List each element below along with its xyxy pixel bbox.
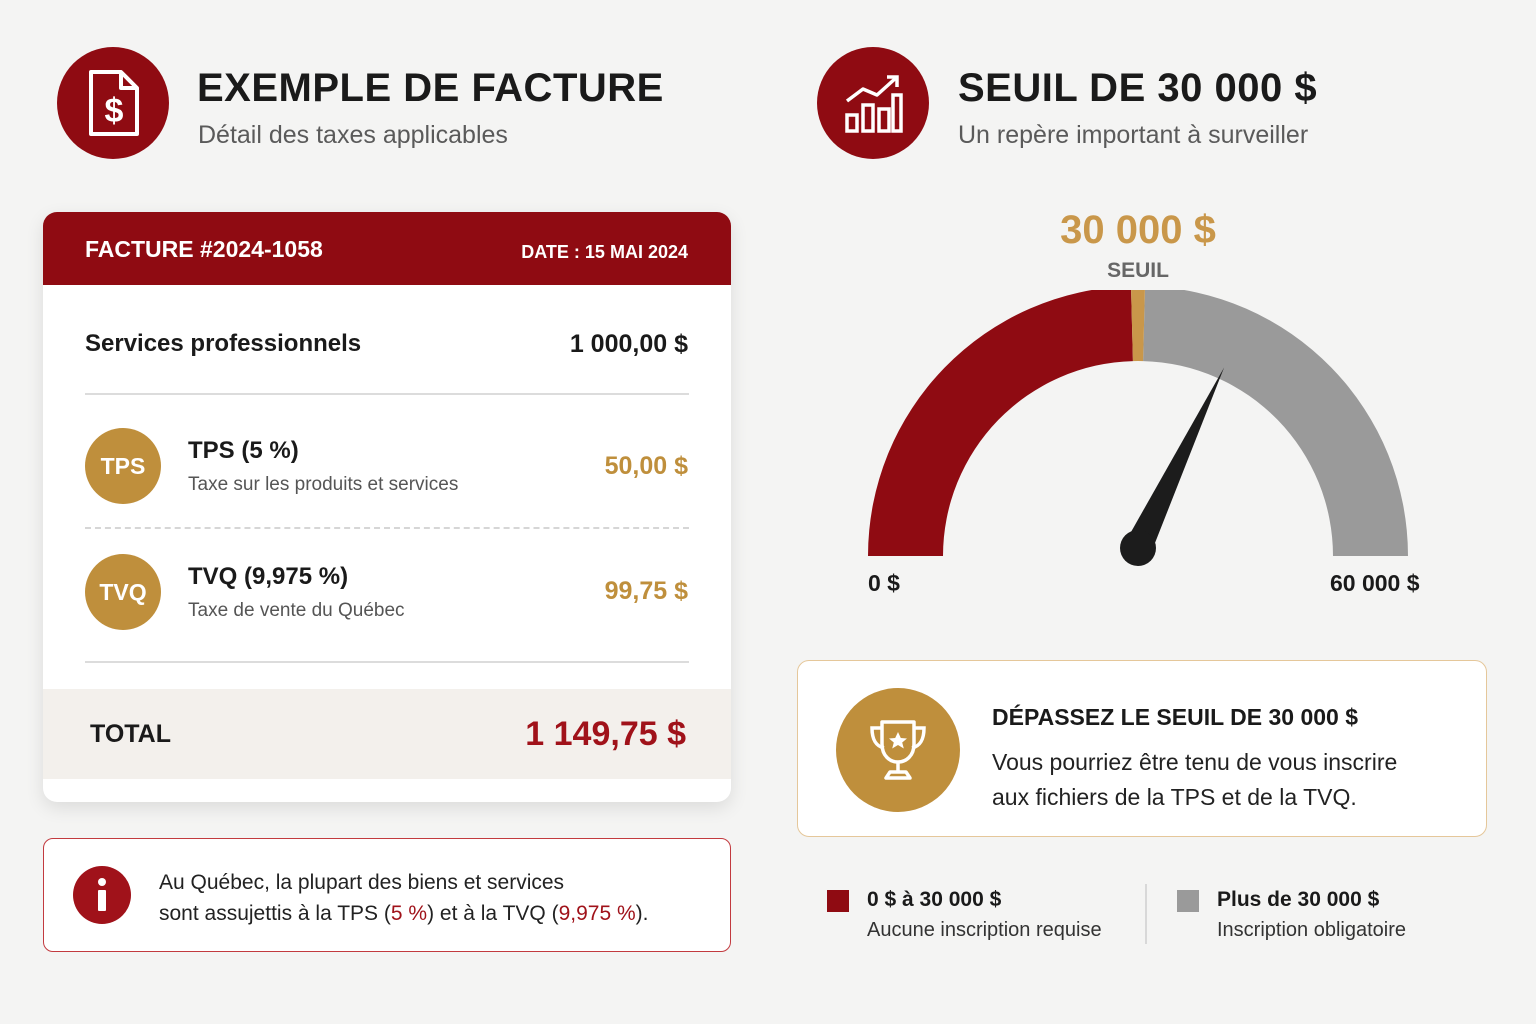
gauge-threshold-label: SEUIL xyxy=(1107,259,1169,282)
total-band: TOTAL 1 149,75 $ xyxy=(43,689,731,779)
info-note: Au Québec, la plupart des biens et servi… xyxy=(43,838,731,952)
gauge-arc-above-threshold xyxy=(1143,290,1408,556)
gauge-needle xyxy=(1125,367,1225,555)
svg-text:$: $ xyxy=(105,92,124,130)
invoice-section-subtitle: Détail des taxes applicables xyxy=(198,121,508,149)
info-text-segment: sont assujettis à la TPS ( xyxy=(159,902,391,925)
tvq-badge: TVQ xyxy=(85,554,161,630)
legend-below-desc: Aucune inscription requise xyxy=(867,919,1102,941)
trophy-icon xyxy=(836,688,960,812)
tvq-description: Taxe de vente du Québec xyxy=(188,600,405,621)
gauge-max-label: 60 000 $ xyxy=(1330,570,1420,596)
invoice-card: FACTURE #2024-1058 DATE : 15 MAI 2024 Se… xyxy=(43,212,731,802)
invoice-card-header: FACTURE #2024-1058 DATE : 15 MAI 2024 xyxy=(43,212,731,285)
tvq-rate-highlight: 9,975 % xyxy=(558,902,636,925)
info-text-segment: ) et à la TVQ ( xyxy=(427,902,559,925)
service-amount: 1 000,00 $ xyxy=(569,330,688,358)
threshold-callout: DÉPASSEZ LE SEUIL DE 30 000 $ Vous pourr… xyxy=(797,660,1487,837)
info-line-2: sont assujettis à la TPS (5 %) et à la T… xyxy=(159,898,648,929)
legend-below-title: 0 $ à 30 000 $ xyxy=(867,888,1002,911)
callout-line-1: Vous pourriez être tenu de vous inscrire xyxy=(992,749,1398,775)
info-line-1: Au Québec, la plupart des biens et servi… xyxy=(159,871,565,894)
threshold-section-subtitle: Un repère important à surveiller xyxy=(958,121,1309,149)
total-amount: 1 149,75 $ xyxy=(525,715,686,753)
invoice-section-icon-circle: $ xyxy=(57,47,169,159)
dashed-divider xyxy=(85,527,689,529)
tps-description: Taxe sur les produits et services xyxy=(188,474,459,495)
callout-text: Vous pourriez être tenu de vous inscrire… xyxy=(992,745,1397,815)
gauge-threshold-value: 30 000 $ xyxy=(1060,208,1216,252)
tvq-title: TVQ (9,975 %) xyxy=(188,563,349,590)
tvq-amount: 99,75 $ xyxy=(604,577,688,605)
callout-title: DÉPASSEZ LE SEUIL DE 30 000 $ xyxy=(992,704,1359,730)
invoice-number: FACTURE #2024-1058 xyxy=(85,236,323,262)
threshold-section-icon-circle xyxy=(817,47,929,159)
gauge-min-label: 0 $ xyxy=(868,570,900,596)
service-label: Services professionnels xyxy=(85,330,362,357)
legend-swatch-above xyxy=(1177,890,1199,912)
gauge-needle-hub xyxy=(1120,530,1156,566)
legend-divider xyxy=(1145,884,1147,944)
tps-title: TPS (5 %) xyxy=(188,437,299,464)
legend-above-title: Plus de 30 000 $ xyxy=(1217,888,1380,911)
gauge-threshold-marker xyxy=(1131,290,1145,362)
threshold-section-title: SEUIL DE 30 000 $ xyxy=(958,66,1318,110)
divider xyxy=(85,393,689,395)
info-text-segment: ). xyxy=(635,902,649,925)
tps-rate-highlight: 5 % xyxy=(390,902,428,925)
threshold-gauge xyxy=(868,290,1408,566)
divider xyxy=(85,661,689,663)
info-text: Au Québec, la plupart des biens et servi… xyxy=(159,867,648,929)
invoice-date: DATE : 15 MAI 2024 xyxy=(521,242,688,262)
legend-swatch-below xyxy=(827,890,849,912)
callout-line-2: aux fichiers de la TPS et de la TVQ. xyxy=(992,784,1357,810)
tps-badge: TPS xyxy=(85,428,161,504)
total-label: TOTAL xyxy=(90,720,172,748)
info-icon xyxy=(73,866,131,924)
invoice-dollar-icon: $ xyxy=(89,70,139,136)
growth-chart-icon xyxy=(845,75,903,133)
gauge-arc-below-threshold xyxy=(868,290,1133,556)
legend-above-desc: Inscription obligatoire xyxy=(1217,919,1406,941)
invoice-section-title: EXEMPLE DE FACTURE xyxy=(197,66,664,110)
tps-amount: 50,00 $ xyxy=(604,452,688,480)
